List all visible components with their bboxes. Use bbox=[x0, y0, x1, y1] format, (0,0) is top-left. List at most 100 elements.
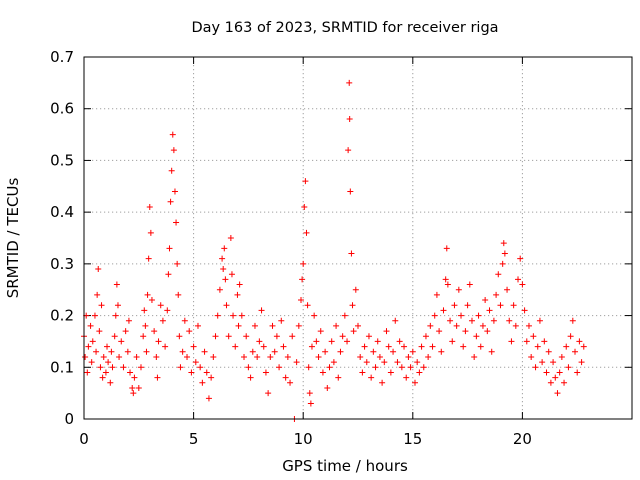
data-point bbox=[561, 379, 568, 386]
data-point bbox=[282, 374, 289, 381]
data-point bbox=[184, 353, 191, 360]
data-point bbox=[567, 333, 574, 340]
data-point bbox=[146, 203, 153, 210]
data-point bbox=[536, 317, 543, 324]
data-point bbox=[462, 328, 469, 335]
data-point bbox=[194, 322, 201, 329]
data-point bbox=[179, 348, 186, 355]
data-point bbox=[131, 374, 138, 381]
data-point bbox=[427, 322, 434, 329]
data-point bbox=[235, 322, 242, 329]
x-tick-label: 5 bbox=[189, 430, 199, 448]
data-point bbox=[122, 328, 129, 335]
data-point bbox=[521, 307, 528, 314]
data-point bbox=[99, 374, 106, 381]
data-point bbox=[337, 348, 344, 355]
data-point bbox=[477, 343, 484, 350]
y-tick-label: 0 bbox=[64, 410, 74, 428]
data-point bbox=[96, 328, 103, 335]
data-point bbox=[223, 302, 230, 309]
data-point bbox=[345, 147, 352, 154]
data-point bbox=[523, 338, 530, 345]
data-point bbox=[347, 188, 354, 195]
data-point bbox=[107, 379, 114, 386]
data-point bbox=[230, 312, 237, 319]
data-point bbox=[212, 333, 219, 340]
data-point bbox=[280, 343, 287, 350]
data-point bbox=[468, 317, 475, 324]
data-point bbox=[580, 343, 587, 350]
data-points bbox=[81, 79, 587, 422]
y-tick-label: 0.5 bbox=[50, 151, 74, 169]
data-point bbox=[409, 348, 416, 355]
data-point bbox=[208, 374, 215, 381]
data-point bbox=[251, 322, 258, 329]
data-point bbox=[442, 276, 449, 283]
data-point bbox=[574, 369, 581, 376]
data-point bbox=[89, 338, 96, 345]
x-tick-label: 20 bbox=[513, 430, 532, 448]
data-point bbox=[346, 116, 353, 123]
data-point bbox=[228, 271, 235, 278]
data-point bbox=[482, 297, 489, 304]
data-point bbox=[216, 286, 223, 293]
data-point bbox=[133, 353, 140, 360]
data-point bbox=[528, 353, 535, 360]
data-point bbox=[300, 260, 307, 267]
data-point bbox=[444, 281, 451, 288]
data-point bbox=[308, 343, 315, 350]
data-point bbox=[425, 353, 432, 360]
data-point bbox=[515, 276, 522, 283]
data-point bbox=[493, 291, 500, 298]
data-point bbox=[120, 364, 127, 371]
data-point bbox=[315, 353, 322, 360]
data-point bbox=[420, 364, 427, 371]
data-point bbox=[113, 281, 120, 288]
data-point bbox=[176, 333, 183, 340]
data-point bbox=[298, 297, 305, 304]
data-point bbox=[407, 364, 414, 371]
data-point bbox=[486, 307, 493, 314]
data-point bbox=[352, 286, 359, 293]
data-point bbox=[304, 302, 311, 309]
y-tick-label: 0.7 bbox=[50, 48, 74, 66]
data-point bbox=[576, 338, 583, 345]
data-point bbox=[344, 338, 351, 345]
data-point bbox=[530, 333, 537, 340]
data-point bbox=[295, 322, 302, 329]
data-point bbox=[87, 322, 94, 329]
data-point bbox=[517, 255, 524, 262]
data-point bbox=[497, 302, 504, 309]
data-point bbox=[525, 322, 532, 329]
data-point bbox=[383, 328, 390, 335]
data-point bbox=[372, 364, 379, 371]
data-point bbox=[484, 328, 491, 335]
data-point bbox=[431, 312, 438, 319]
data-point bbox=[554, 390, 561, 397]
data-point bbox=[109, 364, 116, 371]
data-point bbox=[203, 369, 210, 376]
data-point bbox=[328, 338, 335, 345]
data-point bbox=[311, 312, 318, 319]
data-point bbox=[376, 353, 383, 360]
data-point bbox=[368, 374, 375, 381]
data-point bbox=[305, 364, 312, 371]
x-tick-label: 15 bbox=[403, 430, 422, 448]
data-point bbox=[504, 286, 511, 293]
data-point bbox=[381, 359, 388, 366]
data-point bbox=[137, 364, 144, 371]
data-point bbox=[355, 322, 361, 329]
data-point bbox=[572, 348, 579, 355]
data-point bbox=[192, 359, 199, 366]
data-point bbox=[335, 374, 342, 381]
data-point bbox=[379, 379, 386, 386]
data-point bbox=[550, 359, 557, 366]
data-point bbox=[350, 328, 357, 335]
data-point bbox=[414, 359, 421, 366]
data-point bbox=[299, 276, 306, 283]
data-point bbox=[88, 359, 95, 366]
data-point bbox=[512, 322, 519, 329]
data-point bbox=[162, 343, 169, 350]
data-point bbox=[539, 359, 546, 366]
data-point bbox=[144, 291, 151, 298]
